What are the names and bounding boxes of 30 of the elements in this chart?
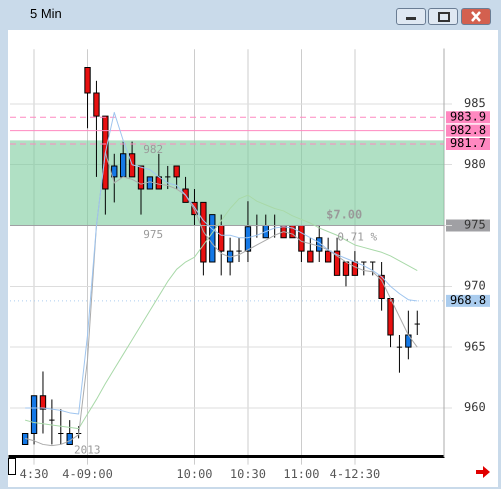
y-tick-label: 960	[464, 400, 486, 414]
annotation: 975	[143, 228, 164, 241]
candlestick	[164, 165, 171, 190]
x-tick-label: 4:30	[20, 466, 49, 481]
candlestick	[236, 237, 242, 263]
candlestick	[58, 408, 64, 445]
candlestick	[414, 310, 420, 336]
ref-line-label: 982.8	[450, 122, 486, 137]
x-tick-label: 11:00	[283, 466, 320, 481]
y-tick-label: 980	[464, 156, 486, 171]
y-tick-label: 965	[464, 339, 486, 354]
candlestick	[360, 262, 367, 276]
ref-line-label: 981.7	[450, 136, 486, 150]
y-tick-label: 985	[464, 96, 486, 110]
x-tick-label: 10:00	[176, 466, 213, 481]
x-tick-label: 10:30	[230, 466, 266, 481]
chart-title: 5 Min	[30, 6, 62, 21]
ref-line-label: 983.9	[450, 109, 486, 124]
annotation: 982	[143, 142, 164, 156]
candlestick	[396, 334, 403, 374]
x-tick-label: 4-09:00	[62, 466, 113, 481]
y-tick-label: 970	[464, 278, 486, 292]
ref-line-label: 968.8	[450, 293, 486, 308]
candlestick	[370, 262, 376, 276]
annotation: $7.00	[326, 207, 362, 222]
candlestick	[48, 398, 56, 445]
x-tick-label: 4-12:30	[330, 466, 380, 481]
annotation: 0.71 %	[337, 230, 378, 244]
y-tick-label: 975	[464, 218, 486, 232]
annotation: 2013	[74, 443, 100, 456]
